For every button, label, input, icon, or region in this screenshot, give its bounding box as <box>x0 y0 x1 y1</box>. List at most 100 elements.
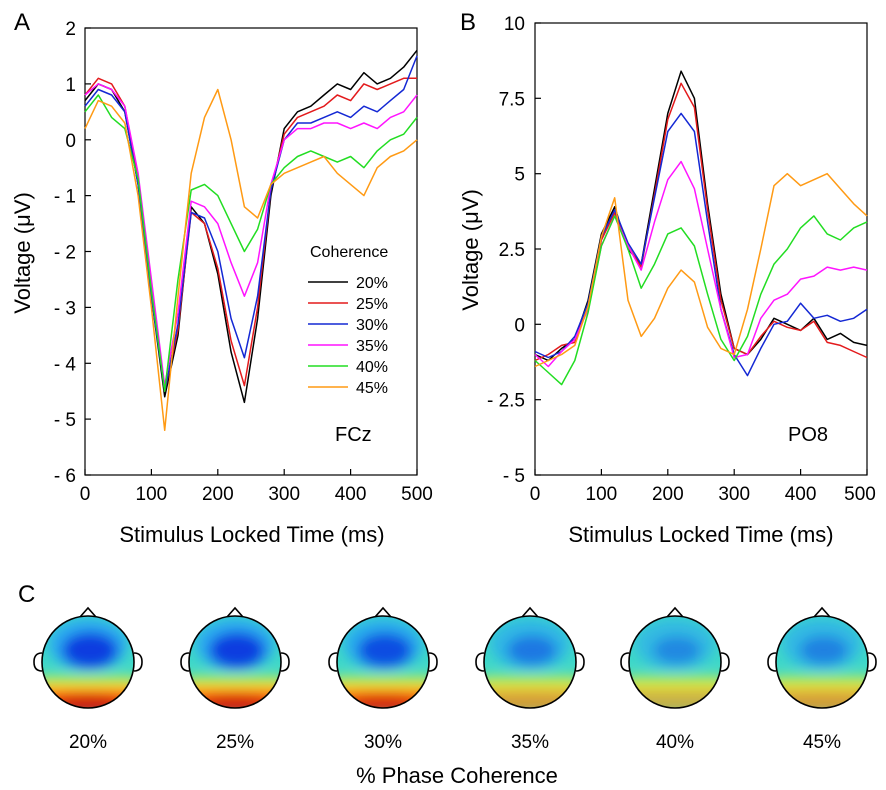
panel-b-y-ticks: 10 7.5 5 2.5 0 - 2.5 - 5 <box>487 14 541 487</box>
topomap <box>620 606 730 709</box>
legend-entry: 30% <box>308 317 388 334</box>
panel-a-y-tick-label: - 2 <box>54 243 76 264</box>
panel-a-legend: Coherence 20% 25% 30% 35% 40% <box>308 244 388 397</box>
panel-a-y-tick-label: - 6 <box>54 466 76 487</box>
panel-b-letter: B <box>460 9 476 36</box>
panel-b-series-line <box>534 160 868 368</box>
panel-b-series-lines <box>534 70 868 386</box>
panel-a-y-axis-title: Voltage (μV) <box>10 192 35 314</box>
topomap-label: 35% <box>511 732 549 753</box>
panel-b-plot-frame <box>534 22 868 476</box>
panel-a-series-lines <box>84 49 418 432</box>
panel-a-x-tick-label: 400 <box>335 484 367 505</box>
legend-label: 20% <box>356 275 388 292</box>
head-nose <box>374 606 392 618</box>
head-right-ear <box>133 652 143 672</box>
topomap-label: 40% <box>656 732 694 753</box>
topomap <box>180 606 290 709</box>
head-nose <box>813 606 831 618</box>
head-outline <box>628 615 722 709</box>
legend-entry: 40% <box>308 359 388 376</box>
head-left-ear <box>767 652 777 672</box>
panel-a-y-tick-label: 1 <box>65 75 76 96</box>
topomap-row: 20% 25% 30% 35% 40% 45% <box>33 606 877 753</box>
head-left-ear <box>475 652 485 672</box>
posterior-positive-max <box>199 694 271 708</box>
head-right-ear <box>720 652 730 672</box>
panel-b-x-tick-label: 100 <box>586 484 618 505</box>
legend-title: Coherence <box>310 244 388 261</box>
panel-b: B Voltage (μV) Stimulus Locked Time (ms)… <box>458 9 876 547</box>
legend-label: 25% <box>356 296 388 313</box>
legend-label: 35% <box>356 338 388 355</box>
frontal-negative-core <box>653 636 701 664</box>
scalp-map <box>189 616 281 708</box>
legend-entry: 35% <box>308 338 388 355</box>
topomap <box>475 606 585 709</box>
head-outline <box>483 615 577 709</box>
panel-a-x-tick-label: 100 <box>136 484 168 505</box>
topomap <box>33 606 143 709</box>
topomap <box>328 606 438 709</box>
panel-b-y-tick-label: 0 <box>514 315 525 336</box>
panel-a-x-tick-label: 200 <box>202 484 234 505</box>
panel-a-y-tick-label: - 5 <box>54 410 76 431</box>
panel-b-series-line <box>534 172 868 368</box>
panel-b-y-tick-label: - 2.5 <box>487 391 525 412</box>
scalp-map <box>337 616 429 708</box>
legend-entry: 25% <box>308 296 388 313</box>
frontal-negative-core <box>357 632 413 668</box>
panel-b-y-tick-label: 2.5 <box>499 240 525 261</box>
panel-b-x-tick-label: 500 <box>844 484 876 505</box>
head-outline <box>775 615 869 709</box>
topomap-label: 30% <box>364 732 402 753</box>
topomap-label: 25% <box>216 732 254 753</box>
legend-label: 45% <box>356 380 388 397</box>
scalp-map <box>484 616 576 708</box>
panel-b-y-tick-label: 10 <box>504 14 525 35</box>
panel-a-y-tick-label: 0 <box>65 131 76 152</box>
panel-a-x-axis-title: Stimulus Locked Time (ms) <box>119 522 384 547</box>
panel-b-x-axis-title: Stimulus Locked Time (ms) <box>568 522 833 547</box>
head-nose <box>79 606 97 618</box>
head-nose <box>226 606 244 618</box>
head-left-ear <box>180 652 190 672</box>
panel-b-x-tick-label: 0 <box>530 484 541 505</box>
head-right-ear <box>867 652 877 672</box>
posterior-positive-max <box>786 694 858 708</box>
panel-b-x-tick-label: 400 <box>785 484 817 505</box>
legend-entry: 20% <box>308 275 388 292</box>
panel-a-series-line <box>84 83 418 387</box>
head-nose <box>666 606 684 618</box>
panel-a-electrode-label: FCz <box>335 424 372 446</box>
panel-c-caption: % Phase Coherence <box>356 763 558 788</box>
frontal-negative-core <box>209 632 265 668</box>
head-left-ear <box>33 652 43 672</box>
panel-b-series-line <box>534 215 868 386</box>
panel-a-x-tick-label: 0 <box>80 484 91 505</box>
panel-a-y-tick-label: - 3 <box>54 298 76 319</box>
panel-b-y-axis-title: Voltage (μV) <box>458 189 483 311</box>
frontal-negative-core <box>799 635 849 665</box>
panel-a-y-tick-label: - 1 <box>54 187 76 208</box>
panel-a-letter: A <box>14 9 30 36</box>
panel-b-x-ticks: 0 100 200 300 400 500 <box>530 469 876 505</box>
panel-a-y-tick-label: - 4 <box>54 354 77 375</box>
panel-a-series-line <box>84 88 418 432</box>
panel-c-letter: C <box>18 581 35 608</box>
scalp-map <box>776 616 868 708</box>
panel-a-x-ticks: 0 100 200 300 400 500 <box>80 469 433 505</box>
topomap-label: 20% <box>69 732 107 753</box>
head-right-ear <box>428 652 438 672</box>
legend-entry: 45% <box>308 380 388 397</box>
panel-a: A Voltage (μV) Stimulus Locked Time (ms)… <box>10 9 433 547</box>
legend-label: 40% <box>356 359 388 376</box>
panel-b-y-tick-label: 7.5 <box>499 89 525 110</box>
posterior-positive-max <box>347 694 419 708</box>
panel-b-x-tick-label: 200 <box>652 484 684 505</box>
head-outline <box>41 615 135 709</box>
posterior-positive-max <box>494 694 566 708</box>
head-left-ear <box>328 652 338 672</box>
head-right-ear <box>280 652 290 672</box>
